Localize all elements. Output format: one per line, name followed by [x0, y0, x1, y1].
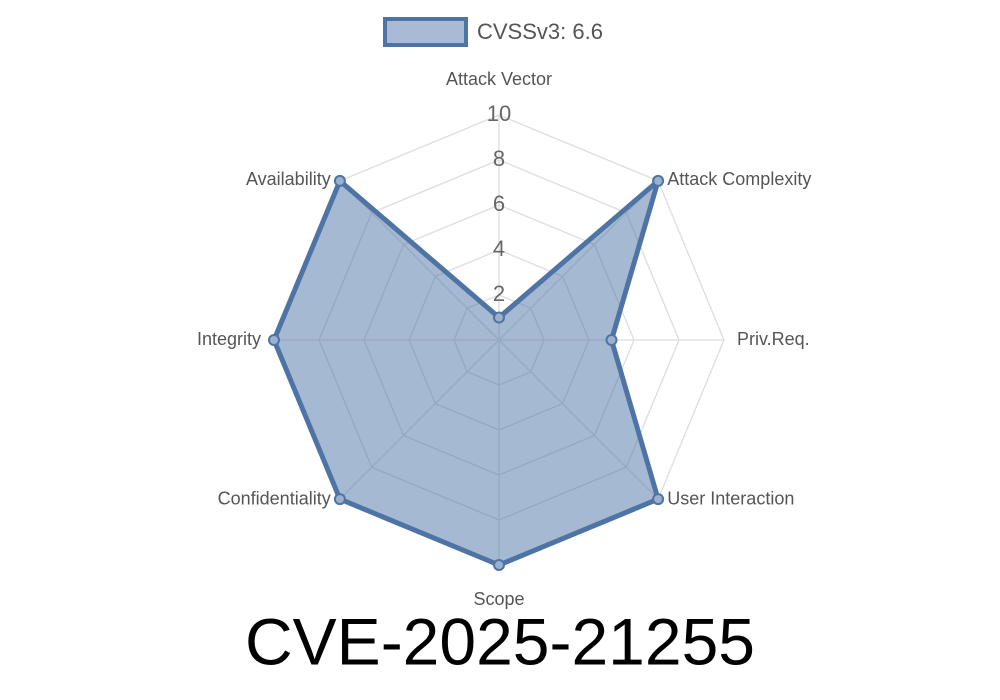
r-tick-label: 10: [487, 101, 511, 126]
category-label: Availability: [246, 169, 331, 189]
data-point: [268, 334, 280, 346]
chart-title: CVE-2025-21255: [245, 604, 755, 678]
r-tick-label: 8: [493, 146, 505, 171]
category-label: Attack Complexity: [667, 169, 811, 189]
data-point: [333, 174, 346, 187]
data-point: [333, 493, 346, 506]
data-point: [652, 493, 665, 506]
legend-item: CVSSv3: 6.6: [383, 17, 603, 47]
data-point: [652, 174, 665, 187]
r-tick-label: 2: [493, 281, 505, 306]
category-label: Attack Vector: [446, 69, 552, 89]
category-label: User Interaction: [667, 489, 794, 509]
data-point: [493, 311, 505, 324]
series-area: [271, 178, 661, 568]
data-point: [605, 334, 618, 346]
data-point: [493, 559, 505, 571]
legend-label: CVSSv3: 6.6: [477, 19, 603, 44]
r-tick-label: 6: [493, 191, 505, 216]
category-label: Confidentiality: [218, 489, 331, 509]
category-label: Scope: [473, 589, 524, 609]
legend-swatch: [383, 17, 468, 47]
category-label: Priv.Req.: [737, 329, 810, 349]
r-tick-label: 4: [493, 236, 505, 261]
category-label: Integrity: [197, 329, 261, 349]
